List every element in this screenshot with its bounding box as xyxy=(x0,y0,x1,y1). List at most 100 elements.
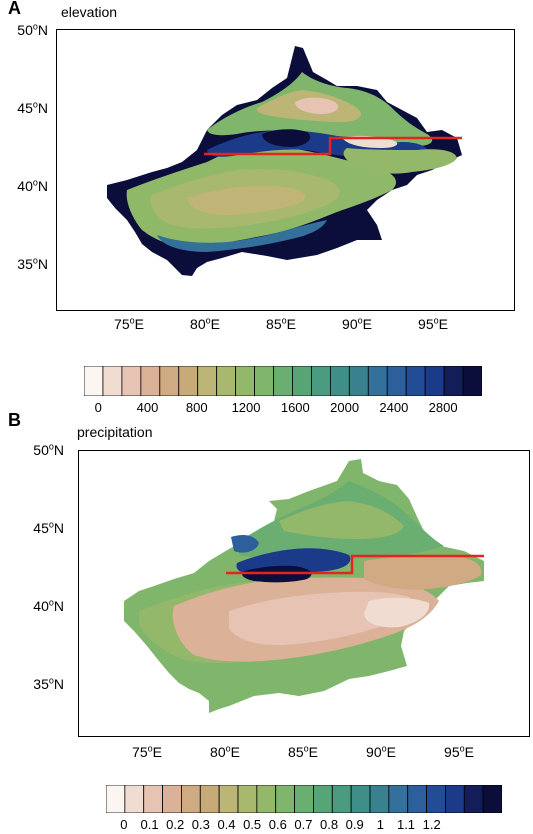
colorbar-swatch xyxy=(463,785,484,813)
colorbar-swatch xyxy=(162,785,182,813)
colorbar-swatch xyxy=(350,785,371,813)
colorbar-label: 800 xyxy=(185,400,208,415)
elevation-colorbar xyxy=(84,366,482,396)
colorbar-swatch xyxy=(405,366,426,396)
colorbar-label: 0.5 xyxy=(243,817,262,832)
lon-tick: 85oE xyxy=(266,315,296,332)
border-line xyxy=(226,554,484,575)
colorbar-label: 0.9 xyxy=(345,817,364,832)
colorbar-swatch xyxy=(84,366,104,396)
colorbar-swatch xyxy=(216,366,237,396)
colorbar-swatch xyxy=(445,785,465,813)
colorbar-label: 0.4 xyxy=(217,817,236,832)
lon-tick: 80oE xyxy=(210,743,240,760)
lon-tick: 95oE xyxy=(418,315,448,332)
border-line xyxy=(204,136,462,156)
precipitation-field xyxy=(124,459,484,713)
elevation-terrain xyxy=(107,46,462,276)
colorbar-swatch xyxy=(367,366,388,396)
colorbar-label: 0.1 xyxy=(140,817,159,832)
colorbar-swatch xyxy=(140,366,161,396)
driest-core xyxy=(364,597,430,628)
lat-tick: 50oN xyxy=(33,441,64,458)
colorbar-swatch xyxy=(426,785,446,813)
colorbar-swatch xyxy=(256,785,277,813)
colorbar-swatch xyxy=(386,366,407,396)
lon-tick: 90oE xyxy=(366,743,396,760)
panel-precipitation: B precipitation 50oN xyxy=(0,410,533,834)
colorbar-swatch xyxy=(275,785,295,813)
colorbar-swatch xyxy=(311,366,331,396)
elevation-title: elevation xyxy=(61,4,118,20)
colorbar-swatch xyxy=(443,366,464,396)
colorbar-label: 1200 xyxy=(231,400,261,415)
precipitation-map-frame xyxy=(78,450,530,737)
east-lowland xyxy=(343,148,457,174)
colorbar-label: 2400 xyxy=(379,400,409,415)
colorbar-swatch xyxy=(235,366,255,396)
colorbar-label: 2000 xyxy=(330,400,360,415)
panel-label-a: A xyxy=(8,0,21,18)
colorbar-swatch xyxy=(292,366,312,396)
lon-tick: 90oE xyxy=(342,315,372,332)
colorbar-swatch xyxy=(482,785,502,813)
colorbar-swatch xyxy=(273,366,293,396)
colorbar-label: 1 xyxy=(376,817,384,832)
basin-core xyxy=(187,185,306,215)
colorbar-label: 0.2 xyxy=(166,817,185,832)
east-dry xyxy=(364,555,482,590)
precipitation-title: precipitation xyxy=(77,424,153,440)
colorbar-label: 2800 xyxy=(428,400,458,415)
south-edge xyxy=(179,656,379,691)
lon-tick: 75oE xyxy=(114,315,144,332)
lon-tick: 95oE xyxy=(444,743,474,760)
colorbar-label: 0.7 xyxy=(294,817,313,832)
colorbar-swatch xyxy=(124,785,145,813)
colorbar-swatch xyxy=(178,366,199,396)
lat-tick: 45oN xyxy=(17,99,48,116)
lat-tick: 35oN xyxy=(33,675,64,692)
lat-tick: 40oN xyxy=(17,177,48,194)
colorbar-swatch xyxy=(197,366,218,396)
colorbar-swatch xyxy=(424,366,445,396)
colorbar-label: 0.8 xyxy=(320,817,339,832)
lon-tick: 85oE xyxy=(288,743,318,760)
lon-tick: 80oE xyxy=(190,315,220,332)
colorbar-label: 0 xyxy=(94,400,102,415)
precipitation-map xyxy=(124,459,484,713)
colorbar-swatch xyxy=(254,366,274,396)
colorbar-swatch xyxy=(294,785,314,813)
tianshan-peak xyxy=(262,129,311,147)
lat-tick: 45oN xyxy=(33,519,64,536)
basin-dry-core xyxy=(229,591,413,646)
colorbar-label: 0.6 xyxy=(268,817,287,832)
colorbar-swatch xyxy=(388,785,409,813)
tianshan-west xyxy=(231,535,259,553)
lat-tick: 35oN xyxy=(17,255,48,272)
elevation-map-frame xyxy=(56,29,515,311)
colorbar-label: 0 xyxy=(120,817,128,832)
colorbar-swatch xyxy=(331,785,352,813)
lon-tick: 75oE xyxy=(132,743,162,760)
lat-tick: 50oN xyxy=(17,21,48,38)
north-mid xyxy=(279,501,404,539)
colorbar-label: 1.2 xyxy=(422,817,441,832)
south-slope xyxy=(157,220,327,252)
colorbar-label: 400 xyxy=(136,400,159,415)
colorbar-swatch xyxy=(143,785,163,813)
north-highlight xyxy=(295,97,339,114)
colorbar-swatch xyxy=(181,785,201,813)
panel-label-b: B xyxy=(8,410,21,430)
colorbar-swatch xyxy=(329,366,350,396)
colorbar-swatch xyxy=(102,366,123,396)
lat-tick: 40oN xyxy=(33,597,64,614)
colorbar-swatch xyxy=(106,785,126,813)
elevation-map xyxy=(107,46,462,276)
colorbar-swatch xyxy=(348,366,369,396)
panel-elevation: A elevation xyxy=(8,0,515,415)
colorbar-label: 0.3 xyxy=(191,817,210,832)
colorbar-swatch xyxy=(199,785,220,813)
precipitation-colorbar xyxy=(106,785,502,813)
colorbar-label: 1600 xyxy=(280,400,310,415)
colorbar-swatch xyxy=(462,366,482,396)
